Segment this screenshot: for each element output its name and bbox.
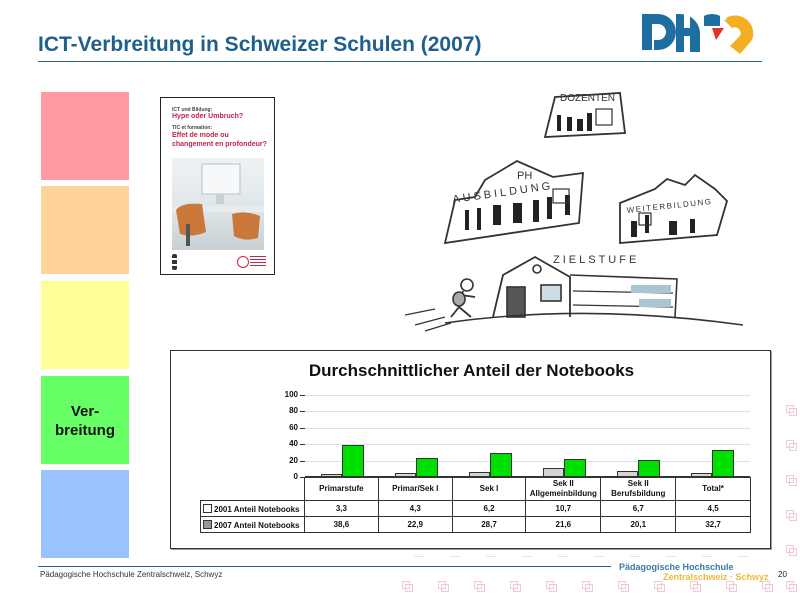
footer-brand-line1: Pädagogische Hochschule — [619, 562, 734, 572]
ytick-80: 80 — [289, 406, 298, 415]
sidebar-tile-red[interactable] — [41, 92, 129, 180]
deco-square-icon — [582, 581, 593, 592]
table-row-2001: 2001 Anteil Notebooks 3,3 4,3 6,2 10,7 6… — [200, 500, 751, 517]
deco-square-icon — [726, 581, 737, 592]
tile-label-line2: breitung — [55, 422, 115, 439]
legend-2001: 2001 Anteil Notebooks — [200, 500, 305, 517]
footer-divider — [38, 566, 611, 567]
category-primar-sek1: Primar/Sek I — [377, 477, 453, 501]
education-illustration: DOZENTEN PH AUSBILDUNG WEITERBILDUNG ZIE… — [405, 92, 744, 332]
gridline-60 — [305, 428, 750, 429]
deco-square-icon — [402, 581, 413, 592]
footer-institution: Pädagogische Hochschule Zentralschweiz, … — [40, 570, 223, 579]
bar-2007-total — [712, 450, 734, 477]
publication-cover: ICT und Bildung: Hype oder Umbruch? TIC … — [160, 97, 275, 275]
category-header-row: Primarstufe Primar/Sek I Sek I Sek II All… — [200, 477, 751, 501]
deco-square-icon — [786, 475, 797, 486]
phz-logo — [642, 13, 754, 54]
legend-swatch-2001 — [203, 503, 212, 513]
bar-2007-primarstufe — [342, 445, 364, 477]
deco-square-icon — [786, 405, 797, 416]
category-sek2-beruf: Sek II Berufsbildung — [600, 477, 677, 501]
bar-2001-sek1 — [469, 472, 490, 477]
deco-square-icon — [786, 510, 797, 521]
svg-text:PH: PH — [517, 170, 532, 182]
gridline-100 — [305, 395, 750, 396]
gridline-40 — [305, 444, 750, 445]
svg-text:ZIELSTUFE: ZIELSTUFE — [553, 254, 639, 266]
sidebar-tile-verbreitung[interactable]: Ver- breitung — [41, 376, 129, 464]
bar-2001-total — [691, 473, 712, 477]
slide-title: ICT-Verbreitung in Schweizer Schulen (20… — [38, 33, 482, 56]
svg-text:DOZENTEN: DOZENTEN — [560, 93, 615, 104]
chart-data-table: Primarstufe Primar/Sek I Sek I Sek II All… — [200, 477, 751, 533]
gridline-20 — [305, 461, 750, 462]
x-axis — [305, 476, 750, 477]
deco-square-icon — [546, 581, 557, 592]
svg-text:WEITERBILDUNG: WEITERBILDUNG — [626, 197, 713, 215]
deco-square-icon — [474, 581, 485, 592]
chart-title: Durchschnittlicher Anteil der Notebooks — [308, 361, 635, 380]
deco-square-icon — [438, 581, 449, 592]
cover-subtitle-fr: TIC et formation: — [172, 125, 212, 131]
cover-subtitle-de: ICT und Bildung: — [172, 107, 213, 113]
sidebar-tile-orange[interactable] — [41, 186, 129, 274]
deco-square-icon — [762, 581, 773, 592]
deco-square-icon — [510, 581, 521, 592]
deco-square-icon — [786, 581, 797, 592]
bar-2007-sek2-allgemein — [564, 459, 586, 477]
bar-2007-primar-sek1 — [416, 458, 438, 477]
sidebar-tile-yellow[interactable] — [41, 281, 129, 369]
cover-photo — [172, 158, 264, 250]
legend-2007: 2007 Anteil Notebooks — [200, 516, 305, 533]
deco-square-icon — [654, 581, 665, 592]
ytick-0: 0 — [293, 472, 298, 481]
cover-emblem-icon — [172, 254, 177, 270]
title-divider — [38, 61, 762, 62]
category-total: Total* — [675, 477, 751, 501]
deco-square-icon — [786, 440, 797, 451]
bar-2001-sek2-beruf — [617, 471, 638, 477]
ytick-20: 20 — [289, 456, 298, 465]
category-primarstufe: Primarstufe — [303, 477, 379, 501]
page-number: 20 — [778, 570, 787, 579]
bar-2001-primarstufe — [321, 474, 342, 477]
footer-brand-line2: Zentralschweiz · Schwyz — [663, 572, 769, 582]
category-sek1: Sek I — [451, 477, 527, 501]
ytick-100: 100 — [284, 390, 298, 399]
sidebar-tile-blue[interactable] — [41, 470, 129, 558]
ytick-40: 40 — [289, 439, 298, 448]
bar-2007-sek1 — [490, 453, 512, 477]
gridline-80 — [305, 411, 750, 412]
chart-plot-area — [305, 395, 750, 477]
bar-2007-sek2-beruf — [638, 460, 660, 477]
category-sek2-allgemein: Sek II Allgemeinbildung — [525, 477, 602, 501]
cover-title-de: Hype oder Umbruch? — [172, 113, 244, 120]
table-row-2007: 2007 Anteil Notebooks 38,6 22,9 28,7 21,… — [200, 516, 751, 533]
deco-square-icon — [786, 545, 797, 556]
bar-2001-sek2-allgemein — [543, 468, 564, 477]
cover-title-fr: Effet de mode ou changement en profondeu… — [172, 132, 267, 148]
deco-square-icon — [690, 581, 701, 592]
bar-2001-primar-sek1 — [395, 473, 416, 477]
tile-label-line1: Ver- — [70, 403, 100, 420]
legend-swatch-2007 — [203, 519, 212, 529]
deco-square-icon — [618, 581, 629, 592]
cover-logo-icon — [237, 256, 249, 268]
ytick-60: 60 — [289, 423, 298, 432]
